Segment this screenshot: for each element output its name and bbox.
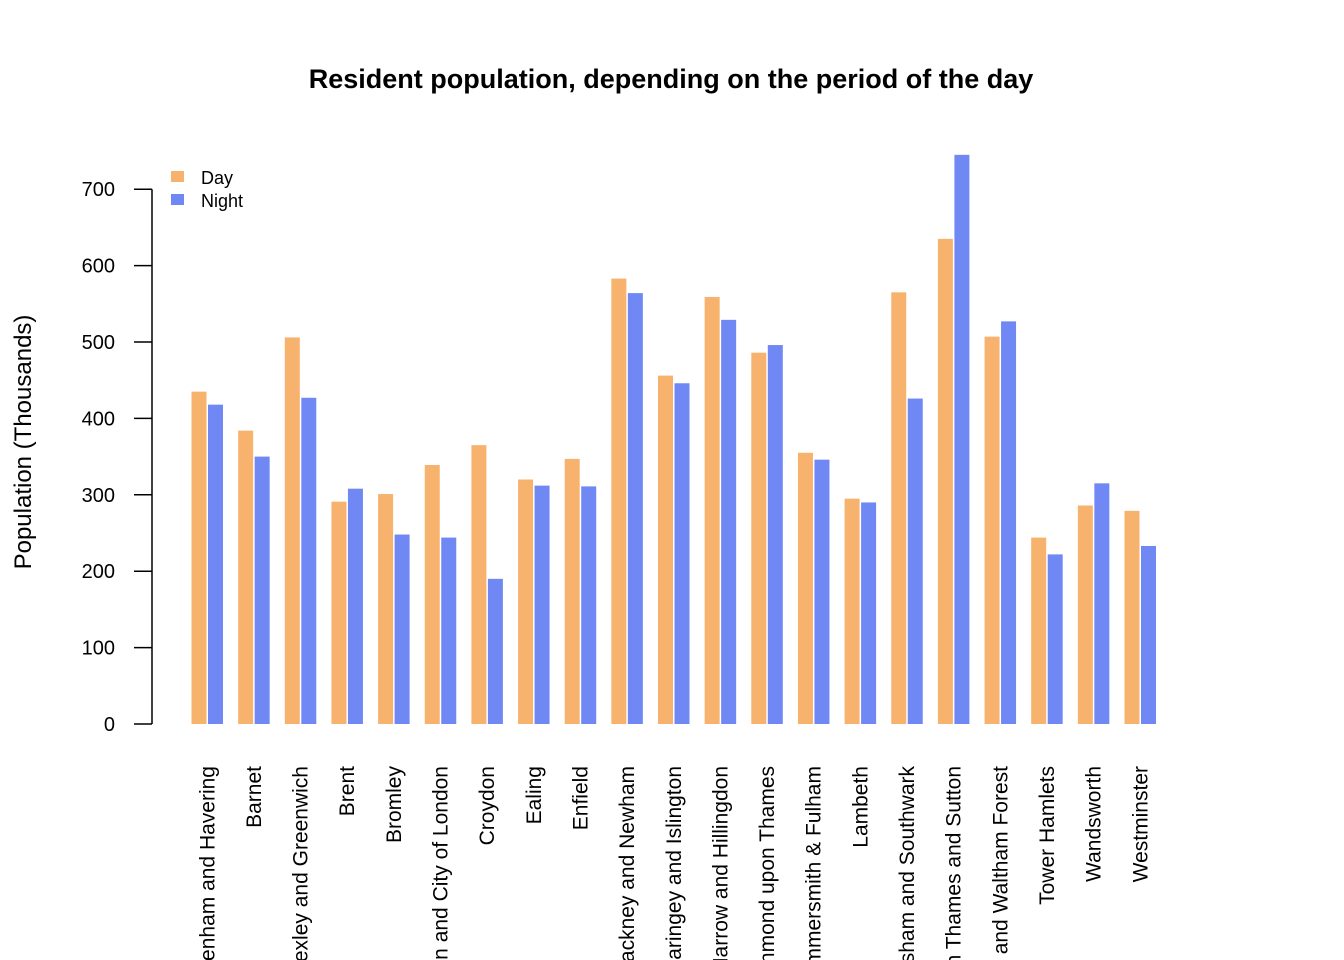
- bar-night: [254, 456, 270, 724]
- bar-day: [984, 336, 1000, 724]
- bar-night: [627, 293, 643, 724]
- x-tick-label: Ealing: [523, 766, 546, 824]
- y-tick-label: 500: [82, 332, 115, 354]
- bar-day: [1077, 505, 1093, 724]
- bar-night: [1094, 483, 1110, 724]
- legend-swatch-day: [171, 171, 184, 182]
- y-tick-label: 100: [82, 638, 115, 660]
- legend-swatch-night: [171, 194, 184, 205]
- x-tick-label: Bexley and Greenwich: [290, 766, 313, 960]
- x-tick-label: Richmond upon Thames: [756, 766, 779, 960]
- x-tick-label: Enfield: [569, 766, 592, 830]
- y-tick-label: 200: [82, 561, 115, 583]
- y-tick-label: 300: [82, 485, 115, 507]
- x-tick-label: Lewisham and Southwark: [896, 766, 919, 960]
- legend-label-day: Day: [201, 168, 233, 188]
- x-tick-label: Haringey and Islington: [663, 766, 686, 960]
- bar-night: [861, 502, 877, 724]
- y-axis: 0 100 200 300 400 500 600 700: [82, 179, 153, 736]
- bar-night: [487, 578, 503, 724]
- bar-night: [534, 485, 550, 724]
- x-tick-label: Tower Hamlets: [1036, 766, 1059, 905]
- bar-day: [564, 458, 580, 724]
- bar-day: [611, 278, 627, 724]
- bar-day: [1124, 510, 1140, 724]
- legend-label-night: Night: [201, 191, 243, 211]
- y-tick-label: 0: [104, 714, 115, 736]
- x-tick-label: Bromley: [383, 766, 406, 844]
- bar-day: [751, 352, 767, 724]
- x-tick-label: Kingston upon Thames and Sutton: [943, 766, 966, 960]
- chart-title: Resident population, depending on the pe…: [309, 64, 1034, 94]
- bar-day: [518, 479, 534, 724]
- bar-day: [658, 375, 673, 724]
- bar-day: [844, 498, 860, 724]
- bar-day: [891, 292, 907, 724]
- legend: Day Night: [171, 168, 243, 211]
- bar-day: [378, 494, 394, 724]
- bar-night: [208, 404, 223, 724]
- x-tick-label: Redbridge and Waltham Forest: [989, 766, 1012, 960]
- bar-night: [721, 319, 737, 724]
- bar-night: [814, 459, 830, 724]
- bar-day: [471, 445, 487, 724]
- bar-day: [937, 238, 953, 725]
- y-tick-label: 600: [82, 256, 115, 278]
- x-tick-label: Barking and Dagenham and Havering: [196, 766, 219, 960]
- bar-day: [238, 430, 254, 724]
- x-tick-label: Hackney and Newham: [616, 766, 639, 960]
- bar-night: [907, 398, 923, 724]
- x-tick-label: Barnet: [243, 766, 266, 828]
- bars: [191, 154, 1156, 725]
- x-tick-label: Westminster: [1129, 766, 1152, 882]
- bar-day: [797, 452, 813, 724]
- bar-night: [1001, 321, 1017, 724]
- bar-day: [191, 391, 207, 724]
- bar-night: [394, 534, 410, 724]
- x-tick-label: Harrow and Hillingdon: [709, 766, 732, 960]
- bar-night: [954, 154, 970, 724]
- x-axis-labels: Barking and Dagenham and Havering Barnet B…: [196, 766, 1152, 960]
- bar-night: [1047, 554, 1063, 724]
- y-tick-label: 700: [82, 179, 115, 201]
- bar-night: [347, 488, 363, 724]
- x-tick-label: Croydon: [476, 766, 499, 845]
- bar-day: [284, 337, 300, 724]
- y-axis-label: Population (Thousands): [10, 315, 37, 570]
- bar-night: [581, 486, 597, 724]
- x-tick-label: Hammersmith & Fulham: [803, 766, 826, 960]
- x-tick-label: Brent: [336, 766, 359, 816]
- y-tick-label: 400: [82, 408, 115, 430]
- bar-night: [441, 537, 457, 724]
- bar-night: [1141, 545, 1156, 724]
- x-tick-label: Camden and City of London: [430, 766, 453, 960]
- bar-day: [424, 465, 440, 724]
- bar-day: [331, 501, 347, 724]
- x-tick-label: Wandsworth: [1083, 766, 1106, 882]
- bar-day: [704, 296, 720, 724]
- bar-night: [674, 383, 690, 724]
- x-tick-label: Lambeth: [849, 766, 872, 848]
- bar-day: [1031, 537, 1047, 724]
- bar-night: [301, 397, 317, 724]
- bar-night: [767, 345, 783, 724]
